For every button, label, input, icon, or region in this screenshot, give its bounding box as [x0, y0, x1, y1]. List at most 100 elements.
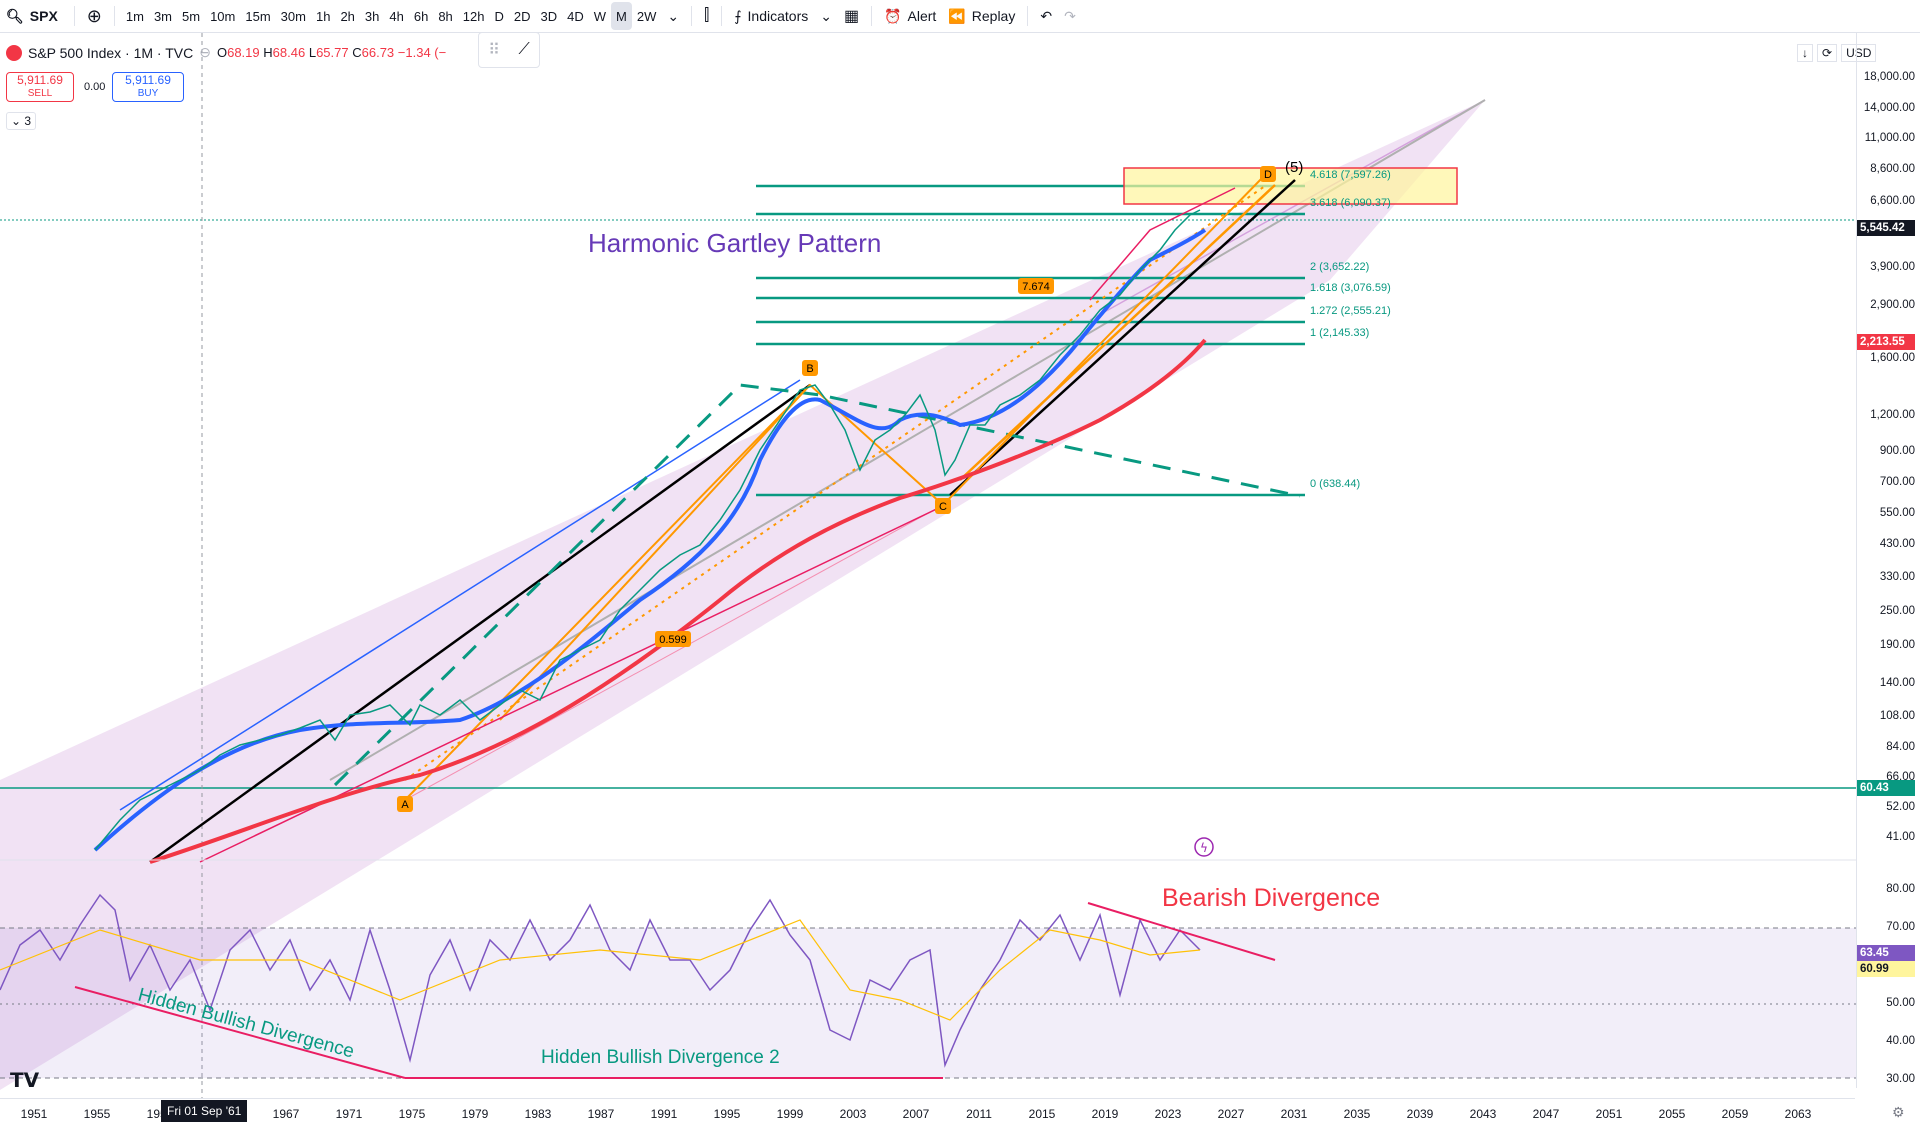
bar-style-icon[interactable]: ⫿ [704, 7, 710, 24]
ma-price-tag: 2,213.55 [1857, 334, 1915, 350]
interval-4h[interactable]: 4h [389, 8, 404, 24]
symbol-search[interactable]: 🔍︎ SPX [0, 8, 68, 25]
time-label: 2019 [1091, 1107, 1119, 1121]
interval-2h[interactable]: 2h [340, 8, 355, 24]
fib-label-1: 1 (2,145.33) [1310, 327, 1369, 339]
interval-30m[interactable]: 30m [280, 8, 306, 24]
interval-m[interactable]: M [611, 2, 632, 30]
price-label: 11,000.00 [1864, 132, 1915, 144]
interval-3m[interactable]: 3m [153, 8, 173, 24]
trendline-tool-icon[interactable]: ⟋ [518, 41, 530, 58]
bearish-divergence-label: Bearish Divergence [1162, 884, 1380, 912]
interval-1m[interactable]: 1m [125, 8, 144, 24]
blue-trendline [119, 379, 801, 811]
indicators-label: Indicators [747, 8, 809, 24]
price-label: 550.00 [1879, 507, 1915, 519]
divider [1027, 6, 1029, 26]
tradingview-logo: 𝗧𝗩 [10, 1070, 40, 1092]
divider [113, 6, 115, 26]
price-series [94, 209, 1201, 851]
point-a-marker [397, 796, 413, 812]
interval-15m[interactable]: 15m [245, 8, 271, 24]
ratio-bd-box [1018, 278, 1054, 294]
rsi-ma-line [0, 919, 1201, 1021]
support-price-tag: 60.43 [1857, 780, 1915, 796]
price-label: 108.00 [1879, 710, 1915, 722]
high-value: 68.46 [272, 45, 306, 60]
time-label: 1951 [20, 1107, 48, 1121]
interval-8h[interactable]: 8h [438, 8, 453, 24]
pattern-title: Harmonic Gartley Pattern [588, 228, 881, 258]
interval-3h[interactable]: 3h [364, 8, 380, 24]
interval-5m[interactable]: 5m [182, 8, 201, 24]
interval-w[interactable]: W [593, 8, 607, 24]
interval-2d[interactable]: 2D [513, 8, 531, 24]
rsi-label: 70.00 [1886, 921, 1915, 933]
time-label: 2007 [902, 1107, 930, 1121]
wave-5-label: (5) [1285, 159, 1303, 176]
time-label: 2063 [1784, 1107, 1812, 1121]
interval-1h[interactable]: 1h [315, 8, 331, 24]
alert-button[interactable]: ⏰ Alert [878, 2, 942, 30]
point-b-label: B [806, 363, 813, 375]
interval-4d[interactable]: 4D [567, 8, 584, 24]
point-c-label: C [939, 501, 947, 513]
orange-line-2 [959, 184, 1276, 481]
interval-d[interactable]: D [494, 8, 504, 24]
time-label: 1999 [776, 1107, 804, 1121]
price-label: 14,000.00 [1863, 102, 1915, 114]
settings-gear-icon[interactable]: ⚙ [1892, 1104, 1905, 1120]
templates-icon[interactable]: ▦ [843, 8, 860, 25]
price-axis[interactable]: 18,000.00 14,000.00 11,000.00 8,600.00 6,600… [1856, 33, 1920, 1088]
ratio-xb-label: 0.599 [659, 634, 687, 646]
rsi-ma-tag: 60.99 [1857, 961, 1915, 977]
compare-add-icon[interactable]: ⊕ [86, 5, 102, 26]
drag-handle-icon[interactable]: ⠿ [488, 42, 500, 59]
point-a-label: A [401, 799, 409, 811]
chevron-down-icon[interactable]: ⌄ [667, 7, 680, 24]
redo-icon[interactable]: ↷ [1064, 7, 1076, 24]
green-dashed-line [333, 383, 1301, 787]
indicator-toggle[interactable]: ⌄ 3 [6, 112, 37, 130]
interval-2w[interactable]: 2W [636, 8, 657, 24]
divider [73, 6, 75, 26]
lightning-glyph: ϟ [1200, 841, 1208, 855]
channel-fill [0, 100, 1485, 1090]
lightning-icon[interactable] [1194, 837, 1214, 857]
blue-moving-average [93, 228, 1207, 852]
time-label: 2055 [1658, 1107, 1686, 1121]
time-label: 1979 [461, 1107, 489, 1121]
refresh-icon[interactable]: ⟳ [1817, 44, 1838, 62]
legend-title[interactable]: S&P 500 Index · 1M · TVC [28, 44, 194, 61]
interval-3d[interactable]: 3D [540, 8, 558, 24]
interval-6h[interactable]: 6h [413, 8, 429, 24]
time-label: 2035 [1343, 1107, 1371, 1121]
interval-12h[interactable]: 12h [462, 8, 485, 24]
indicators-button[interactable]: ⨍ Indicators ⌄ [728, 2, 838, 30]
replay-button[interactable]: ⏪ Replay [942, 2, 1021, 30]
buy-button[interactable]: 5,911.69 BUY [112, 72, 184, 102]
price-label: 140.00 [1879, 677, 1915, 689]
undo-icon[interactable]: ↶ [1040, 7, 1053, 24]
orange-dotted-line [404, 185, 1266, 781]
high-label: H [263, 45, 273, 60]
fib-label-0: 0 (638.44) [1310, 478, 1360, 490]
fib-label-4618: 4.618 (7,597.26) [1310, 169, 1391, 181]
price-label: 52.00 [1886, 801, 1915, 813]
point-d-marker [1260, 166, 1276, 182]
interval-10m[interactable]: 10m [210, 8, 236, 24]
chevron-down-icon: ⌄ [11, 114, 22, 128]
time-label: 2031 [1280, 1107, 1308, 1121]
time-label: 2039 [1406, 1107, 1434, 1121]
sell-label: SELL [27, 88, 53, 99]
time-axis[interactable]: 1951195519591963196719711975197919831987… [0, 1098, 1855, 1127]
settings-chip[interactable]: ⊖ [199, 44, 211, 60]
download-icon[interactable]: ↓ [1797, 44, 1813, 62]
time-label: 2047 [1532, 1107, 1560, 1121]
drawing-toolbar: ⠿ ⟋ [478, 32, 540, 68]
symbol-name: SPX [29, 8, 58, 24]
price-label: 250.00 [1879, 605, 1915, 617]
sell-button[interactable]: 5,911.69 SELL [6, 72, 74, 102]
currency-selector[interactable]: USD [1841, 44, 1877, 62]
